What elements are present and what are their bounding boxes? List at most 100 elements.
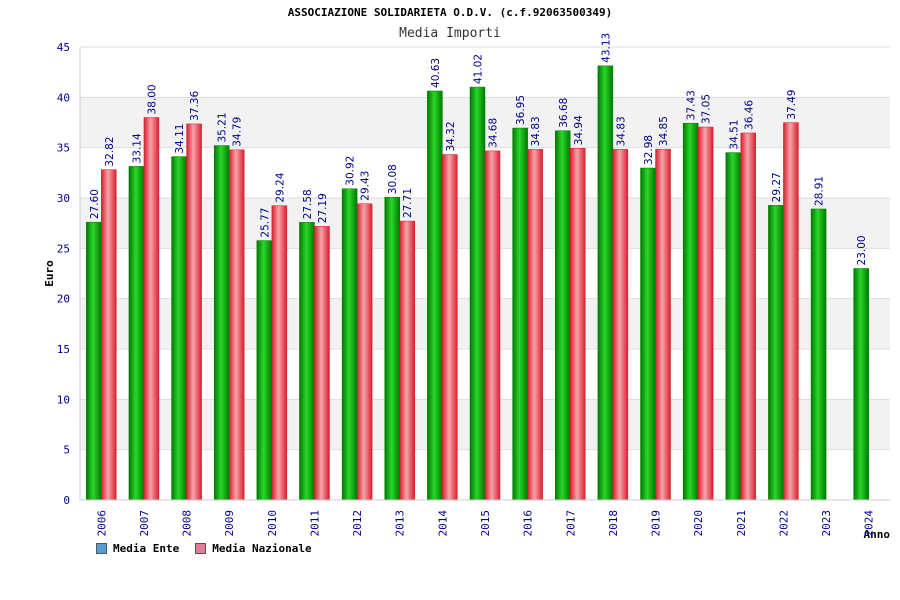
data-label: 34.83 bbox=[530, 116, 542, 146]
y-tick-label: 30 bbox=[57, 192, 70, 205]
data-label: 27.71 bbox=[402, 188, 414, 218]
legend-swatch-nazionale bbox=[195, 543, 207, 554]
data-label: 23.00 bbox=[856, 235, 868, 265]
bar-media-ente bbox=[810, 208, 827, 501]
x-tick-label: 2020 bbox=[692, 510, 705, 537]
bar-media-ente bbox=[384, 196, 400, 501]
data-label: 30.08 bbox=[387, 164, 399, 194]
legend-swatch-ente bbox=[96, 543, 107, 554]
bar-media-nazionale bbox=[314, 226, 330, 501]
data-label: 37.05 bbox=[701, 94, 713, 124]
bar-media-nazionale bbox=[783, 122, 799, 501]
data-label: 30.92 bbox=[345, 156, 357, 186]
data-label: 33.14 bbox=[131, 133, 143, 163]
data-label: 34.94 bbox=[573, 115, 585, 145]
chart-title: ASSOCIAZIONE SOLIDARIETA O.D.V. (c.f.920… bbox=[287, 6, 613, 19]
data-label: 36.68 bbox=[558, 98, 570, 128]
x-tick-label: 2021 bbox=[735, 510, 748, 537]
data-label: 32.98 bbox=[643, 135, 655, 165]
bar-media-nazionale bbox=[570, 148, 586, 501]
data-label: 34.83 bbox=[615, 116, 627, 146]
data-label: 29.27 bbox=[771, 172, 783, 202]
bar-media-nazionale bbox=[399, 220, 415, 501]
y-tick-label: 5 bbox=[63, 444, 70, 457]
y-tick-label: 45 bbox=[57, 41, 70, 54]
x-tick-label: 2014 bbox=[436, 510, 449, 537]
x-tick-label: 2022 bbox=[777, 510, 790, 537]
data-label: 37.36 bbox=[189, 91, 201, 121]
data-label: 37.49 bbox=[786, 90, 798, 120]
data-label: 34.79 bbox=[232, 117, 244, 147]
bar-media-nazionale bbox=[271, 205, 288, 501]
x-tick-label: 2023 bbox=[820, 510, 833, 537]
x-tick-label: 2016 bbox=[522, 510, 535, 537]
bar-media-nazionale bbox=[484, 150, 501, 501]
y-tick-label: 0 bbox=[63, 494, 70, 507]
x-tick-label: 2011 bbox=[308, 510, 321, 537]
x-tick-label: 2024 bbox=[863, 510, 876, 537]
bar-media-ente bbox=[171, 156, 187, 501]
y-tick-label: 40 bbox=[57, 91, 70, 104]
x-tick-label: 2009 bbox=[223, 510, 236, 537]
bar-media-ente bbox=[86, 221, 102, 501]
data-label: 32.82 bbox=[104, 137, 116, 167]
bar-media-ente bbox=[213, 145, 230, 501]
bar-media-ente bbox=[768, 205, 784, 501]
bar-media-ente bbox=[512, 127, 528, 501]
legend-item-ente: Media Ente bbox=[96, 542, 179, 555]
bar-media-nazionale bbox=[228, 149, 245, 501]
data-label: 29.24 bbox=[274, 172, 286, 202]
data-label: 34.32 bbox=[445, 121, 457, 151]
data-label: 34.51 bbox=[728, 120, 740, 150]
data-label: 28.91 bbox=[814, 176, 826, 206]
bar-media-ente bbox=[256, 240, 273, 501]
bar-media-nazionale bbox=[655, 148, 671, 501]
data-label: 38.00 bbox=[146, 84, 158, 114]
legend-label-nazionale: Media Nazionale bbox=[212, 542, 312, 555]
data-label: 34.85 bbox=[658, 116, 670, 146]
data-label: 29.43 bbox=[360, 171, 372, 201]
data-label: 41.02 bbox=[473, 54, 485, 84]
x-tick-label: 2017 bbox=[564, 510, 577, 537]
bar-media-nazionale bbox=[442, 154, 458, 501]
legend-item-nazionale: Media Nazionale bbox=[195, 542, 312, 555]
legend: Media Ente Media Nazionale bbox=[96, 542, 312, 555]
data-label: 34.68 bbox=[488, 118, 500, 148]
bar-media-ente bbox=[128, 166, 145, 501]
bar-media-nazionale bbox=[356, 203, 373, 501]
data-label: 27.58 bbox=[302, 189, 314, 219]
y-tick-label: 10 bbox=[57, 393, 70, 406]
bar-media-nazionale bbox=[697, 126, 714, 501]
bar-media-ente bbox=[555, 130, 571, 501]
legend-label-ente: Media Ente bbox=[113, 542, 180, 555]
bar-media-ente bbox=[341, 188, 358, 501]
bar-media-ente bbox=[725, 152, 742, 501]
x-axis-label: Anno bbox=[864, 528, 891, 541]
x-tick-label: 2006 bbox=[95, 510, 108, 537]
bar-media-nazionale bbox=[612, 149, 629, 501]
chart-subtitle: Media Importi bbox=[399, 26, 501, 41]
x-tick-label: 2010 bbox=[266, 510, 279, 537]
data-label: 27.60 bbox=[89, 189, 101, 219]
x-tick-label: 2008 bbox=[181, 510, 194, 537]
y-axis-label: Euro bbox=[43, 260, 56, 287]
x-tick-label: 2015 bbox=[479, 510, 492, 537]
data-label: 34.11 bbox=[174, 124, 186, 154]
bar-media-ente bbox=[640, 167, 656, 501]
bar-media-ente bbox=[682, 122, 699, 501]
bar-media-nazionale bbox=[101, 169, 117, 501]
bar-media-ente bbox=[597, 65, 614, 501]
x-tick-label: 2012 bbox=[351, 510, 364, 537]
data-label: 40.63 bbox=[430, 58, 442, 88]
data-label: 43.13 bbox=[600, 33, 612, 63]
bar-media-nazionale bbox=[740, 132, 757, 501]
data-label: 35.21 bbox=[217, 112, 229, 142]
bar-media-nazionale bbox=[143, 117, 160, 501]
data-label: 36.46 bbox=[743, 100, 755, 130]
y-tick-label: 35 bbox=[57, 142, 70, 155]
data-label: 27.19 bbox=[317, 193, 329, 223]
bar-media-ente bbox=[853, 268, 869, 501]
y-tick-label: 25 bbox=[57, 242, 70, 255]
